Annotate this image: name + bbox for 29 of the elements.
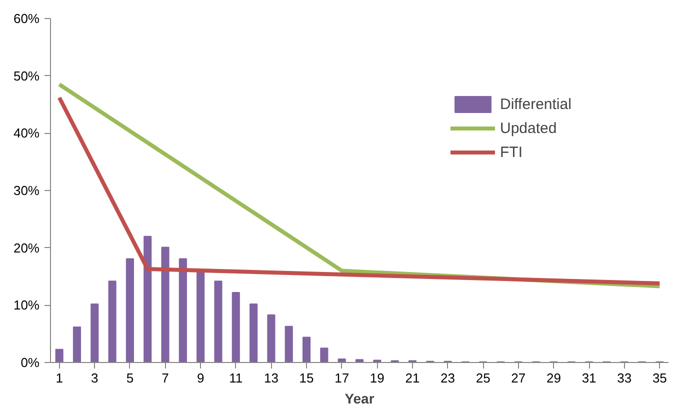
x-tick-label: 31 [582,370,596,386]
x-tick-label: 7 [162,370,169,386]
x-tick-label: 25 [476,370,490,386]
y-tick-label: 0% [20,355,40,370]
x-tick-label: 9 [196,370,204,386]
legend-label: Differential [500,96,572,112]
x-tick-label: 19 [370,370,384,386]
y-tick-label: 20% [13,240,40,256]
x-tick-label: 17 [334,370,350,386]
x-tick-label: 15 [299,370,314,386]
x-tick-label: 29 [546,370,561,386]
y-tick-label: 10% [13,298,40,313]
x-tick-label: 5 [126,370,134,386]
y-tick-label: 60% [13,11,40,26]
y-tick-label: 50% [13,68,40,84]
x-axis-title: Year [344,390,375,406]
x-tick-label: 35 [652,370,667,386]
x-tick-label: 11 [229,370,243,386]
y-tick-label: 30% [13,183,40,198]
legend-label: FTI [500,144,522,160]
legend-label: Updated [500,120,557,136]
x-tick-label: 3 [91,370,98,386]
y-tick-label: 40% [13,126,40,141]
x-tick-label: 27 [511,370,526,386]
x-tick-label: 13 [264,370,278,386]
x-tick-label: 1 [56,370,63,386]
x-tick-label: 23 [440,370,456,386]
x-tick-label: 33 [617,370,632,386]
x-tick-label: 21 [405,370,420,386]
